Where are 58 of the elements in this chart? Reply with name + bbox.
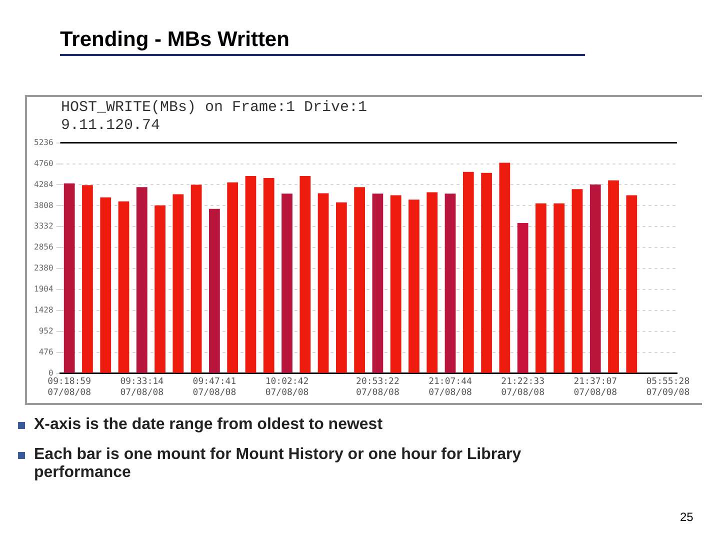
chart-title: Trending - MBs Written (60, 28, 585, 56)
bar (536, 203, 546, 373)
bar (499, 162, 510, 373)
bar (172, 194, 184, 373)
bar (572, 189, 583, 373)
text: X-axis is the date range from oldest to newest (34, 416, 383, 434)
bar (481, 172, 492, 373)
x-tick-label: 21:37:07 07/08/08 (574, 377, 618, 398)
text: Each bar is one mount for Mount History or one hour for Library performance (34, 446, 522, 482)
bar (82, 185, 93, 373)
bar (590, 184, 601, 373)
bar (626, 195, 638, 373)
bar (282, 194, 292, 373)
bar (64, 183, 75, 373)
bar (554, 203, 565, 373)
y-tick-label: 1904 (34, 284, 54, 294)
x-tick-label: 09:33:14 07/08/08 (120, 377, 164, 398)
y-tick-label: 1428 (34, 306, 54, 315)
y-tick-label: 2380 (34, 264, 54, 273)
bar (227, 182, 238, 373)
bar (426, 192, 438, 373)
bar (245, 176, 256, 373)
bar (100, 197, 112, 373)
bar (462, 172, 474, 373)
y-tick-label: 2856 (34, 242, 54, 252)
bar (300, 176, 311, 373)
y-tick-label: 476 (38, 348, 54, 357)
y-tick-label: 0 (48, 368, 54, 378)
y-tick-label: 4284 (34, 180, 54, 189)
chart-subtitle: HOST_WRITE(MBs) on Frame:1 Drive:1 9.11.120.74 (61, 99, 368, 135)
y-tick-label: 952 (38, 326, 54, 336)
bar (372, 194, 384, 373)
bar (118, 201, 130, 373)
y-tick-label: 3808 (34, 200, 54, 210)
y-tick-label: 3332 (34, 222, 54, 231)
bar (444, 194, 456, 373)
bar (608, 180, 619, 373)
x-tick-label: 21:22:33 07/08/08 (501, 377, 544, 398)
x-tick-label: 05:55:28 07/09/08 (646, 377, 690, 398)
x-tick-label: 21:07:44 07/08/08 (428, 377, 472, 398)
y-tick-label: 4760 (34, 158, 54, 168)
bar (318, 193, 329, 373)
bar (190, 184, 202, 373)
x-tick-label: 09:18:59 07/08/08 (48, 377, 92, 398)
text: 25 (680, 510, 694, 524)
x-tick-label: 20:53:22 07/08/08 (356, 377, 400, 398)
bar (390, 195, 402, 373)
x-tick-label: 10:02:42 07/08/08 (265, 377, 309, 398)
bar (517, 223, 528, 373)
bar (354, 187, 366, 373)
x-tick-label: 09:47:41 07/08/08 (192, 377, 236, 398)
bar (336, 202, 347, 373)
y-tick-label: 5236 (34, 138, 54, 147)
bar (209, 208, 220, 373)
bar (154, 205, 166, 373)
bar (408, 200, 420, 373)
bar (136, 187, 148, 373)
bar (263, 178, 274, 373)
